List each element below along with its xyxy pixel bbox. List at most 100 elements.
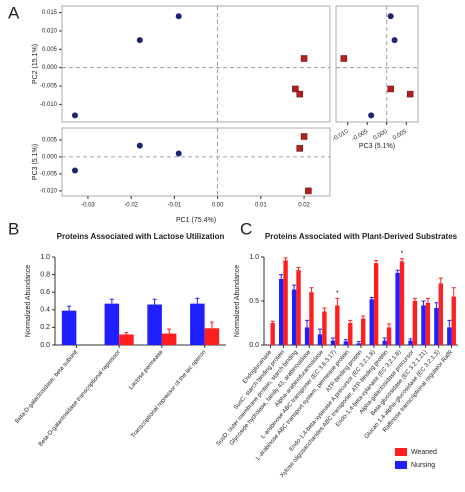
- y-tick-label: -0.005: [40, 84, 58, 90]
- error-bar: [309, 287, 314, 293]
- y-axis-label: Normalized Abundance: [234, 265, 241, 337]
- point: [406, 90, 414, 98]
- error-bar: [369, 296, 374, 300]
- panel-label: B: [8, 219, 19, 238]
- point: [175, 13, 182, 20]
- error-bar: [408, 338, 413, 341]
- bar: [361, 318, 366, 345]
- bar: [119, 334, 134, 345]
- point: [296, 90, 303, 98]
- bar: [335, 305, 340, 345]
- error-bar: [109, 298, 114, 304]
- error-bar: [382, 337, 387, 341]
- legend-swatch: [395, 461, 407, 469]
- y-tick-label: 1.0: [249, 254, 259, 261]
- error-bar: [421, 300, 426, 306]
- plot-frame: [61, 127, 331, 197]
- bar: [386, 327, 392, 345]
- point: [391, 37, 398, 44]
- error-bar: [152, 298, 157, 305]
- error-bar: [399, 258, 404, 262]
- error-bar: [279, 274, 284, 279]
- y-tick-label: 0.4: [40, 307, 50, 314]
- point: [71, 112, 78, 119]
- x-tick-label: 0.01: [255, 203, 267, 209]
- x-tick-label: Transcriptional repressor of the lac ope…: [130, 349, 207, 439]
- y-tick-label: 0.6: [40, 289, 50, 296]
- bar: [190, 303, 205, 345]
- y-tick-label: 0.5: [249, 298, 259, 305]
- point: [296, 145, 303, 152]
- point: [305, 187, 312, 195]
- bar: [399, 261, 405, 345]
- bar: [309, 292, 314, 345]
- point: [175, 150, 182, 157]
- y-axis-label: Normalized Abundance: [25, 265, 32, 337]
- panel-label: C: [240, 219, 252, 238]
- point: [136, 37, 143, 44]
- x-tick-label: -0.005: [351, 129, 369, 143]
- bar: [348, 323, 353, 345]
- bar: [421, 305, 426, 345]
- x-tick-label: Lactose permease: [128, 349, 165, 391]
- legend-swatch: [395, 448, 407, 456]
- error-bar: [296, 267, 301, 271]
- point: [292, 85, 299, 93]
- y-tick-label: 0.000: [42, 154, 58, 160]
- x-tick-label: -0.03: [81, 203, 95, 209]
- legend-label: Nursing: [411, 462, 435, 469]
- y-tick-label: -0.010: [40, 102, 58, 108]
- error-bar: [330, 337, 335, 341]
- y-axis-label: PC2 (15.1%): [32, 44, 39, 84]
- bar: [147, 304, 162, 345]
- bar: [373, 263, 379, 345]
- bar: [317, 334, 323, 345]
- error-bar: [124, 332, 129, 335]
- x-tick-label: 0.005: [392, 129, 409, 142]
- x-tick-label: Beta-D-galactosidase transcriptional rep…: [38, 349, 122, 447]
- error-bar: [374, 260, 379, 264]
- chart-title: Proteins Associated with Lactose Utiliza…: [57, 232, 225, 241]
- bar: [356, 343, 361, 345]
- error-bar: [195, 297, 200, 304]
- x-tick-label: -0.02: [124, 203, 138, 209]
- error-bar: [451, 287, 456, 297]
- bar: [434, 308, 439, 345]
- annotation: *: [336, 290, 339, 297]
- bar: [330, 340, 336, 345]
- y-axis-label: PC3 (5.1%): [32, 144, 39, 180]
- x-tick-label: 0.02: [298, 203, 310, 209]
- error-bar: [387, 323, 392, 328]
- bar: [283, 260, 288, 345]
- error-bar: [356, 340, 361, 344]
- error-bar: [335, 297, 340, 306]
- bar: [322, 311, 327, 345]
- error-bar: [412, 297, 417, 301]
- bar: [395, 272, 400, 345]
- error-bar: [438, 277, 443, 284]
- error-bar: [395, 269, 400, 273]
- bar: [382, 340, 387, 345]
- error-bar: [292, 284, 297, 290]
- point: [340, 55, 348, 62]
- y-tick-label: 0.0: [40, 342, 50, 349]
- y-tick-label: 0.010: [42, 29, 58, 35]
- y-tick-label: 0.2: [40, 324, 50, 331]
- bar: [304, 327, 310, 345]
- error-bar: [167, 328, 172, 334]
- error-bar: [447, 319, 452, 328]
- error-bar: [434, 302, 439, 309]
- point: [71, 167, 78, 174]
- error-bar: [322, 307, 327, 312]
- y-tick-label: -0.010: [40, 188, 58, 194]
- point: [136, 142, 143, 149]
- bar: [438, 283, 443, 345]
- x-axis-label: PC3 (5.1%): [359, 143, 395, 150]
- error-bar: [283, 257, 288, 261]
- plot-frame: [335, 5, 419, 123]
- x-tick-label: 0.00: [212, 203, 224, 209]
- bar: [296, 270, 301, 345]
- x-tick-label: -0.01: [168, 203, 182, 209]
- x-tick-label: -0.010: [332, 129, 350, 143]
